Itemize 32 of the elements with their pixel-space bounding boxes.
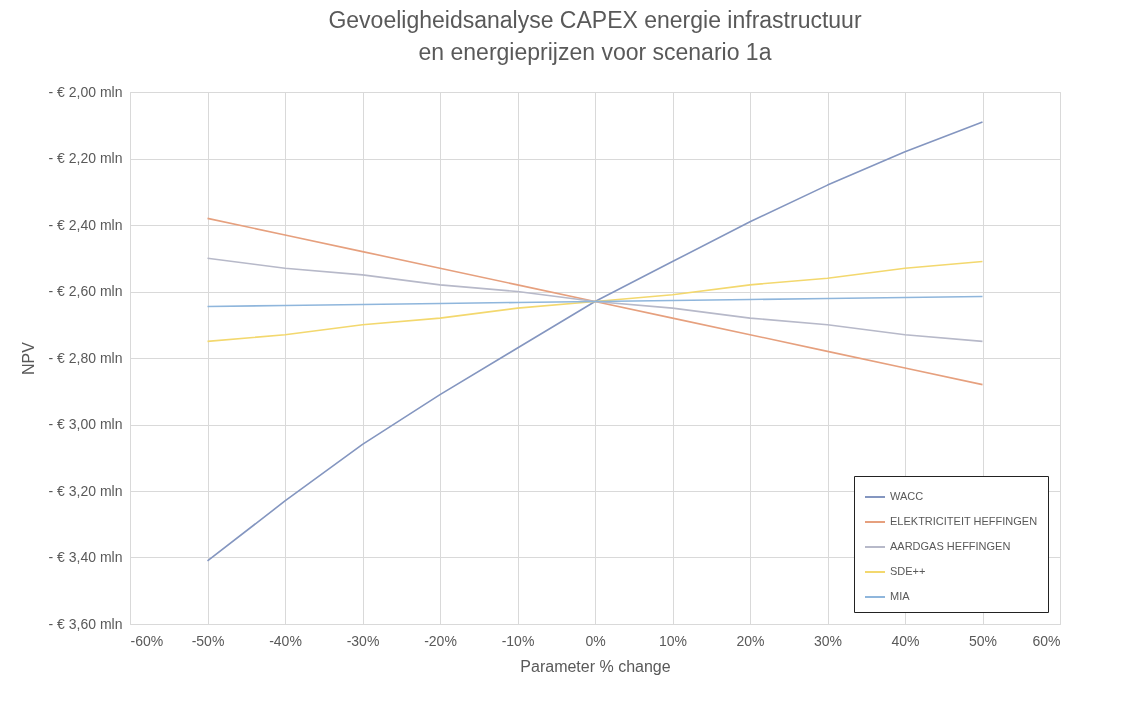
chart-title: Gevoeligheidsanalyse CAPEX energie infrastructuur en energieprijzen voor scenario 1a (328, 7, 862, 65)
x-tick-label: -30% (346, 632, 380, 649)
y-tick-label: - € 2,00 mln (48, 83, 123, 100)
y-tick-label: - € 2,40 mln (48, 216, 123, 233)
legend-label: ELEKTRICITEIT HEFFINGEN (890, 515, 1038, 527)
legend-label: SDE++ (890, 565, 926, 577)
x-tick-label: 30% (813, 632, 843, 649)
legend-label: WACC (890, 490, 924, 502)
line-series (206, 217, 984, 386)
x-tick-label: -10% (501, 632, 535, 649)
x-tick-label: -50% (191, 632, 225, 649)
y-tick-label: - € 3,00 mln (48, 416, 123, 432)
x-axis-title: Parameter % change (520, 657, 671, 675)
x-tick-label: 0% (585, 632, 606, 649)
x-tick-label: -20% (424, 632, 457, 649)
x-tick-label: -60% (130, 632, 164, 649)
x-tick-label: -40% (269, 632, 302, 649)
y-tick-label: - € 2,60 mln (48, 283, 123, 299)
y-tick-label: - € 3,60 mln (48, 615, 123, 632)
x-tick-label: 20% (736, 632, 765, 649)
x-tick-label: 40% (891, 632, 920, 649)
y-axis-title: NPV (19, 341, 37, 375)
y-tick-label: - € 3,40 mln (48, 549, 123, 565)
y-tick-label: - € 3,20 mln (48, 482, 123, 499)
x-tick-label: 50% (968, 632, 998, 649)
y-tick-label: - € 2,80 mln (48, 349, 123, 366)
legend-label: AARDGAS HEFFINGEN (890, 540, 1011, 552)
x-tick-label: 10% (658, 632, 688, 649)
y-tick-label: - € 2,20 mln (48, 150, 123, 166)
line-series (206, 295, 984, 308)
legend-label: MIA (890, 590, 911, 602)
x-tick-label: 60% (1032, 632, 1061, 649)
